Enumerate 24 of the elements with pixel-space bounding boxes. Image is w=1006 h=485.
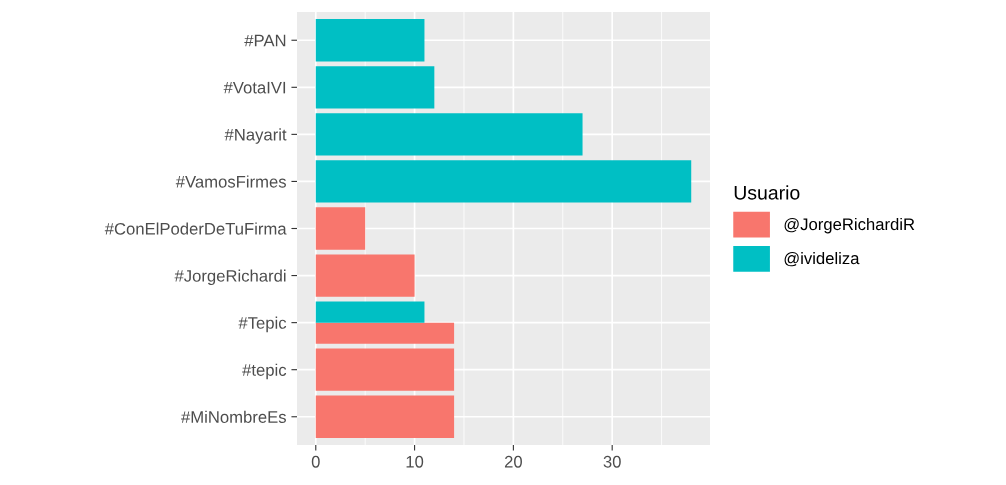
y-tick-label: #Tepic [238, 316, 287, 333]
legend-label: @JorgeRichardiR [784, 217, 915, 234]
y-tick-label: #ConElPoderDeTuFirma [104, 222, 287, 235]
x-tick-label: 30 [603, 455, 621, 468]
y-tick-label: #VotaIVI [223, 81, 286, 94]
bar [315, 395, 455, 438]
bar [315, 254, 415, 297]
x-tick-label: 0 [311, 455, 320, 468]
x-tick-label: 10 [406, 455, 424, 468]
y-tick-label: #JorgeRichardi [174, 269, 286, 286]
bar [315, 348, 455, 391]
bar [315, 19, 425, 62]
y-tick-label: #MiNombreEs [181, 410, 286, 423]
bar [315, 113, 583, 156]
y-tick-label: #Nayarit [224, 128, 287, 144]
y-tick-label: #PAN [244, 34, 286, 47]
bar [315, 160, 692, 203]
bar [315, 66, 435, 109]
bar [315, 207, 366, 250]
legend-title: Usuario [734, 185, 800, 200]
y-tick-label: #VamosFirmes [175, 175, 286, 188]
x-tick-label: 20 [504, 455, 522, 468]
y-tick-label: #tepic [242, 363, 287, 380]
legend-label: @ivideliza [784, 251, 860, 267]
